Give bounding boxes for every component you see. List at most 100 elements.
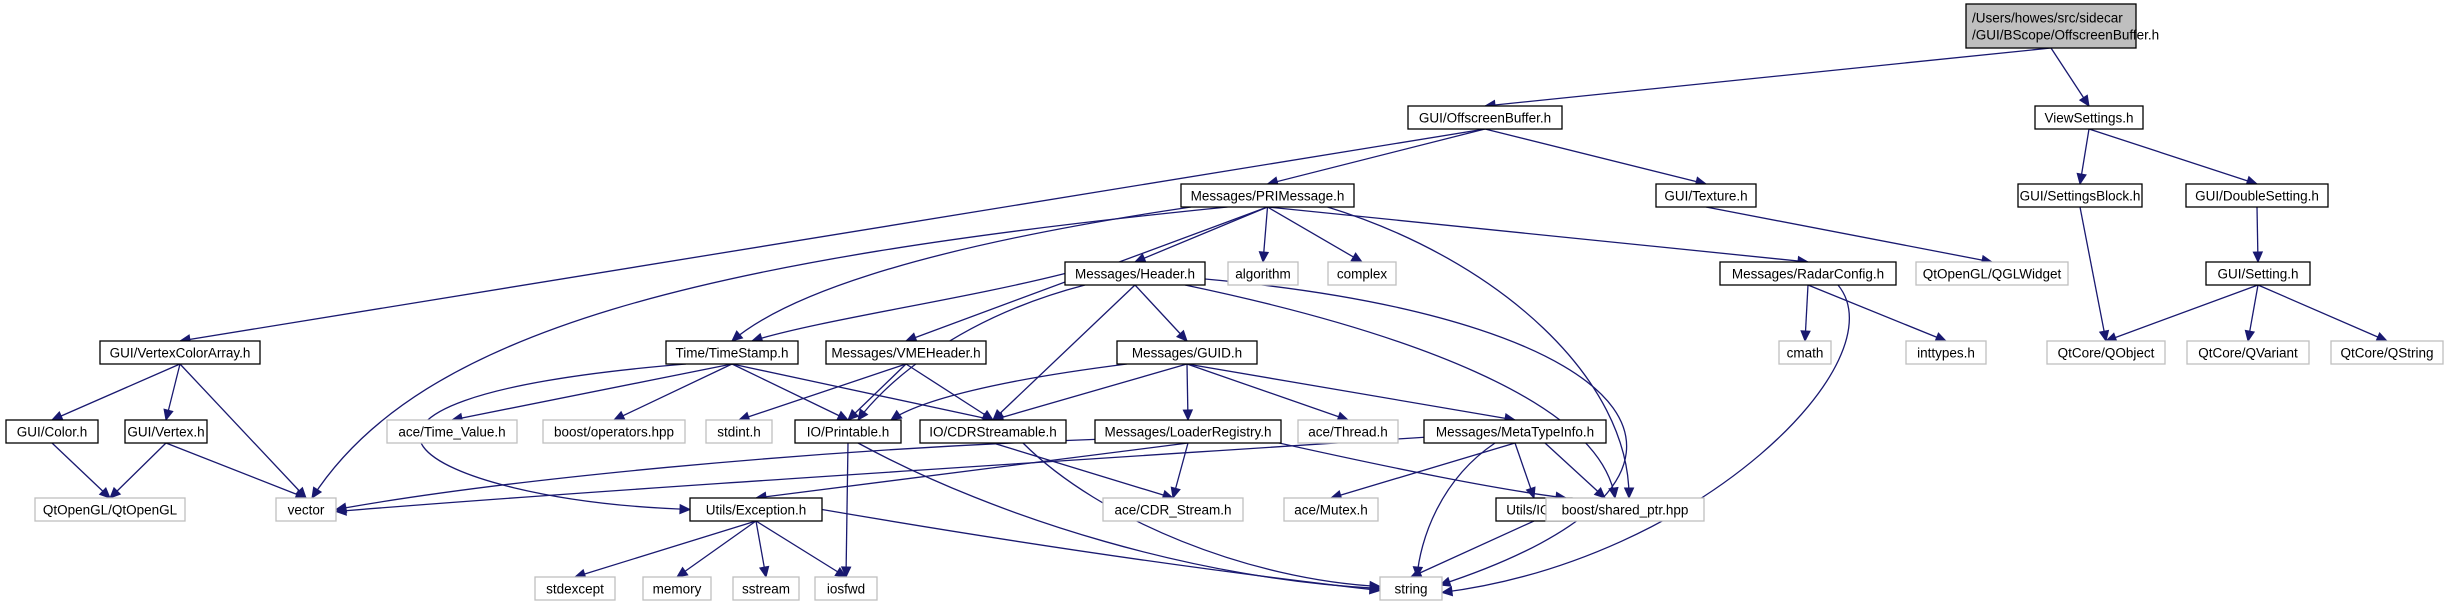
node-box-doublesetting[interactable] [2185,183,2329,208]
edge-guid-to-printable [890,363,1128,421]
node-printable[interactable]: IO/Printable.h [794,419,902,444]
edge-vertex-to-vector [165,442,307,499]
node-box-loaderregistry[interactable] [1094,419,1282,444]
node-loaderregistry[interactable]: Messages/LoaderRegistry.h [1094,419,1282,444]
node-label-qstring: QtCore/QString [2340,346,2433,361]
edge-cdrstreamable-to-string [1022,442,1381,588]
node-box-vertex[interactable] [124,419,208,444]
node-texture[interactable]: GUI/Texture.h [1655,183,1757,208]
node-cmath: cmath [1778,340,1832,365]
edge-metatypeinfo-to-string [1416,442,1496,578]
node-root[interactable]: /Users/howes/src/sidecar/GUI/BScope/Offs… [1965,3,2159,49]
node-label-inttypes: inttypes.h [1917,346,1975,361]
node-pri[interactable]: Messages/PRIMessage.h [1180,183,1355,208]
edge-setting-to-qstring-arrowhead [2375,331,2389,342]
edge-vmeheader-to-cdrstreamable-arrowhead [981,409,995,421]
node-exception[interactable]: Utils/Exception.h [689,497,823,522]
edge-pri-to-vector [311,206,1228,499]
edge-gui_offscreenbuffer-to-pri [1267,128,1486,185]
node-radarconfig[interactable]: Messages/RadarConfig.h [1719,261,1897,286]
edge-header-to-printable-arrowhead [857,408,869,421]
node-vmeheader[interactable]: Messages/VMEHeader.h [825,340,987,365]
node-label-viewsettings: ViewSettings.h [2044,111,2133,126]
node-label-vector: vector [288,503,325,518]
node-header[interactable]: Messages/Header.h [1064,261,1206,286]
edge-header-to-sharedptr [1184,284,1616,499]
node-settingsblock[interactable]: GUI/SettingsBlock.h [2017,183,2143,208]
node-doublesetting[interactable]: GUI/DoubleSetting.h [2185,183,2329,208]
edge-pri-to-sharedptr [1327,206,1630,499]
node-box-vmeheader[interactable] [825,340,987,365]
node-cdrstream: ace/CDR_Stream.h [1102,497,1244,522]
edge-timestamp-to-boostoperators [613,363,733,421]
node-box-settingsblock[interactable] [2017,183,2143,208]
node-vertex[interactable]: GUI/Vertex.h [124,419,208,444]
edge-viewsettings-to-doublesetting [2088,128,2258,185]
node-box-exception[interactable] [689,497,823,522]
node-box-viewsettings[interactable] [2034,105,2144,130]
edge-loaderregistry-to-exception [755,442,1189,499]
node-box-setting[interactable] [2205,261,2311,286]
edge-setting-to-qvariant-arrowhead [2244,329,2256,343]
edge-cdrstreamable-to-cdrstream [992,442,1174,499]
edge-vertex-to-qtopengl [109,442,167,499]
edge-vertex-to-qtopengl-arrowhead [109,486,122,499]
node-box-radarconfig[interactable] [1719,261,1897,286]
node-label-string: string [1394,582,1427,597]
node-box-stdint [705,419,773,444]
node-label-root: /GUI/BScope/OffscreenBuffer.h [1972,28,2159,43]
node-viewsettings[interactable]: ViewSettings.h [2034,105,2144,130]
node-box-color[interactable] [5,419,99,444]
node-box-cdrstreamable[interactable] [919,419,1067,444]
node-vertexcolorarray[interactable]: GUI/VertexColorArray.h [99,340,261,365]
node-label-color: GUI/Color.h [17,425,88,440]
edge-settingsblock-to-qobject-arrowhead [2098,329,2110,343]
node-box-guid[interactable] [1116,340,1258,365]
node-qvariant: QtCore/QVariant [2186,340,2310,365]
edge-radarconfig-to-inttypes-arrowhead [1934,332,1948,342]
edge-header-to-cdrstreamable [992,284,1136,421]
edge-pri-to-timestamp [731,206,1192,342]
node-box-timestamp[interactable] [665,340,799,365]
node-gui_offscreenbuffer[interactable]: GUI/OffscreenBuffer.h [1407,105,1563,130]
edge-timestamp-to-printable-arrowhead [836,410,850,421]
node-box-metatypeinfo[interactable] [1423,419,1607,444]
edge-settingsblock-to-qobject [2079,206,2107,342]
node-box-cdrstream [1102,497,1244,522]
edge-timestamp-to-boostoperators-arrowhead [612,410,626,421]
node-setting[interactable]: GUI/Setting.h [2205,261,2311,286]
node-color[interactable]: GUI/Color.h [5,419,99,444]
node-label-stdexcept: stdexcept [546,582,604,597]
node-box-vertexcolorarray[interactable] [99,340,261,365]
node-qstring: QtCore/QString [2330,340,2444,365]
edge-metatypeinfo-to-utilsio-arrowhead [1525,486,1536,500]
edge-guid-to-metatypeinfo [1186,363,1516,421]
edge-metatypeinfo-to-sharedptr [1544,442,1606,499]
node-label-guid: Messages/GUID.h [1132,346,1242,361]
node-acetimevalue: ace/Time_Value.h [386,419,518,444]
node-box-texture[interactable] [1655,183,1757,208]
node-box-gui_offscreenbuffer[interactable] [1407,105,1563,130]
edge-loaderregistry-to-sharedptr [1260,438,1567,499]
node-cdrstreamable[interactable]: IO/CDRStreamable.h [919,419,1067,444]
edge-header-to-string [1204,278,1628,586]
node-box-acemutex [1283,497,1379,522]
node-label-acemutex: ace/Mutex.h [1294,503,1368,518]
edge-pri-to-sharedptr-arrowhead [1623,487,1635,500]
nodes: /Users/howes/src/sidecar/GUI/BScope/Offs… [5,3,2444,601]
node-box-memory [642,576,712,601]
node-box-root[interactable] [1965,3,2137,49]
node-guid[interactable]: Messages/GUID.h [1116,340,1258,365]
node-box-vector [275,497,337,522]
node-box-header[interactable] [1064,261,1206,286]
node-metatypeinfo[interactable]: Messages/MetaTypeInfo.h [1423,419,1607,444]
node-box-printable[interactable] [794,419,902,444]
edge-guid-to-printable-arrowhead [889,409,903,421]
node-timestamp[interactable]: Time/TimeStamp.h [665,340,799,365]
edge-utilsio-to-string [1410,520,1535,578]
node-box-pri[interactable] [1180,183,1355,208]
node-box-string [1379,576,1443,601]
node-box-qobject [2046,340,2166,365]
edge-exception-to-string [821,508,1381,592]
